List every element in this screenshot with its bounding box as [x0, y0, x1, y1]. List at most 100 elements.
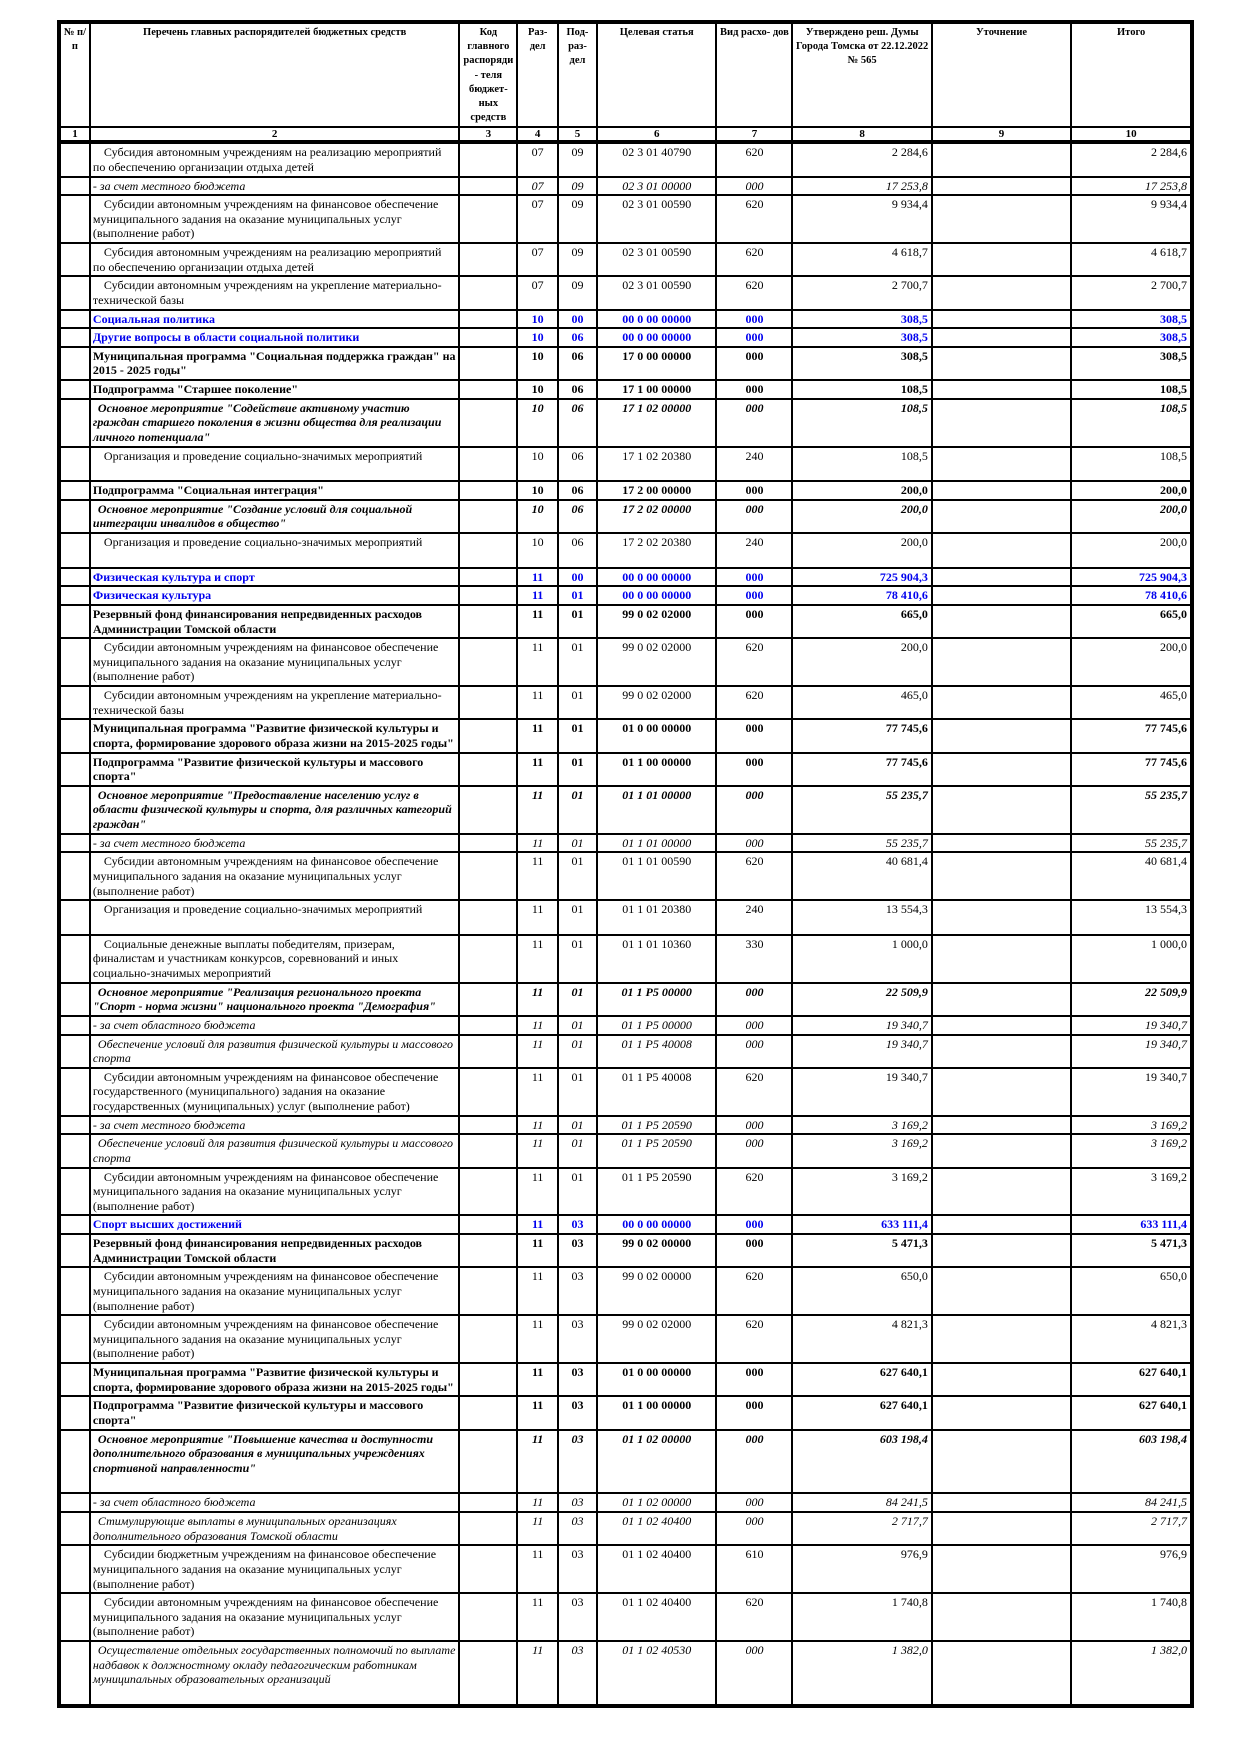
- cell-target-article: 00 0 00 00000: [595, 1214, 718, 1236]
- cell-clarification: [930, 933, 1073, 984]
- cell-code: [458, 242, 519, 278]
- cell-expense-type: 000: [715, 1640, 794, 1707]
- cell-approved-amount: 2 284,6: [791, 141, 933, 178]
- table-row: Подпрограмма "Развитие физической культу…: [58, 1395, 1193, 1431]
- cell-code: [458, 899, 519, 936]
- cell-num: [58, 1233, 91, 1269]
- cell-expense-type: 240: [715, 899, 794, 936]
- cell-total-amount: 725 904,3: [1070, 566, 1193, 588]
- table-row: Основное мероприятие "Предоставление нас…: [58, 784, 1193, 835]
- cell-podrazdel: 09: [557, 175, 598, 197]
- cell-total-amount: 2 700,7: [1070, 275, 1193, 311]
- cell-expense-type: 000: [715, 1362, 794, 1398]
- cell-code: [458, 498, 519, 535]
- cell-num: [58, 1314, 91, 1365]
- cell-num: [58, 498, 91, 535]
- col-number: 8: [791, 126, 933, 145]
- cell-clarification: [930, 784, 1073, 835]
- cell-code: [458, 345, 519, 382]
- cell-approved-amount: 13 554,3: [791, 899, 933, 936]
- table-row: Субсидии автономным учреждениям на укреп…: [58, 685, 1193, 721]
- cell-target-article: 01 1 02 00000: [595, 1492, 718, 1514]
- cell-code: [458, 445, 519, 483]
- cell-approved-amount: 3 169,2: [791, 1166, 933, 1217]
- cell-expense-type: 620: [715, 275, 794, 311]
- cell-razdel: 11: [516, 1066, 560, 1117]
- col-header-target-article: Целевая статья: [595, 20, 718, 129]
- cell-code: [458, 1492, 519, 1514]
- cell-approved-amount: 55 235,7: [791, 832, 933, 854]
- cell-code: [458, 566, 519, 588]
- cell-code: [458, 141, 519, 178]
- cell-name: Субсидии автономным учреждениям на финан…: [88, 1266, 461, 1317]
- cell-name: Подпрограмма "Развитие физической культу…: [88, 1395, 461, 1431]
- cell-podrazdel: 01: [557, 1114, 598, 1136]
- cell-name: Осуществление отдельных государственных …: [88, 1640, 461, 1707]
- cell-razdel: 07: [516, 141, 560, 178]
- cell-expense-type: 000: [715, 327, 794, 348]
- cell-num: [58, 1266, 91, 1317]
- col-header-total: Итого: [1070, 20, 1193, 129]
- cell-approved-amount: 55 235,7: [791, 784, 933, 835]
- cell-num: [58, 1214, 91, 1236]
- cell-approved-amount: 3 169,2: [791, 1133, 933, 1169]
- cell-clarification: [930, 1266, 1073, 1317]
- cell-podrazdel: 06: [557, 498, 598, 535]
- cell-num: [58, 1544, 91, 1595]
- cell-code: [458, 379, 519, 400]
- cell-code: [458, 1640, 519, 1707]
- cell-podrazdel: 01: [557, 685, 598, 721]
- cell-podrazdel: 01: [557, 751, 598, 787]
- col-number: 2: [88, 126, 461, 145]
- col-header-podrazdel: Под- раз- дел: [557, 20, 598, 129]
- cell-expense-type: 620: [715, 851, 794, 902]
- cell-total-amount: 200,0: [1070, 637, 1193, 688]
- cell-clarification: [930, 685, 1073, 721]
- cell-code: [458, 603, 519, 640]
- cell-code: [458, 1266, 519, 1317]
- cell-podrazdel: 01: [557, 585, 598, 606]
- cell-target-article: 00 0 00 00000: [595, 308, 718, 330]
- cell-approved-amount: 19 340,7: [791, 1014, 933, 1036]
- cell-approved-amount: 1 000,0: [791, 933, 933, 984]
- cell-expense-type: 000: [715, 566, 794, 588]
- cell-name: - за счет местного бюджета: [88, 1114, 461, 1136]
- cell-approved-amount: 1 382,0: [791, 1640, 933, 1707]
- cell-total-amount: 603 198,4: [1070, 1428, 1193, 1495]
- cell-razdel: 10: [516, 308, 560, 330]
- cell-razdel: 10: [516, 498, 560, 535]
- cell-num: [58, 685, 91, 721]
- cell-target-article: 01 1 P5 20590: [595, 1133, 718, 1169]
- cell-razdel: 11: [516, 751, 560, 787]
- cell-podrazdel: 03: [557, 1233, 598, 1269]
- cell-name: Резервный фонд финансирования непредвиде…: [88, 1233, 461, 1269]
- cell-code: [458, 194, 519, 245]
- cell-target-article: 01 1 01 20380: [595, 899, 718, 936]
- cell-target-article: 01 1 02 40400: [595, 1544, 718, 1595]
- cell-num: [58, 1395, 91, 1431]
- table-row: Муниципальная программа "Развитие физиче…: [58, 718, 1193, 754]
- cell-num: [58, 379, 91, 400]
- cell-clarification: [930, 851, 1073, 902]
- cell-name: Подпрограмма "Старшее поколение": [88, 379, 461, 400]
- table-row: Муниципальная программа "Развитие физиче…: [58, 1362, 1193, 1398]
- cell-approved-amount: 40 681,4: [791, 851, 933, 902]
- cell-razdel: 11: [516, 1266, 560, 1317]
- cell-expense-type: 620: [715, 242, 794, 278]
- cell-clarification: [930, 1428, 1073, 1495]
- cell-expense-type: 620: [715, 1592, 794, 1643]
- cell-name: Субсидии автономным учреждениям на финан…: [88, 1592, 461, 1643]
- cell-num: [58, 275, 91, 311]
- cell-target-article: 99 0 02 02000: [595, 637, 718, 688]
- cell-name: - за счет местного бюджета: [88, 832, 461, 854]
- table-row: - за счет местного бюджета 07 09 02 3 01 00…: [58, 175, 1193, 197]
- cell-num: [58, 585, 91, 606]
- cell-name: Основное мероприятие "Предоставление нас…: [88, 784, 461, 835]
- cell-approved-amount: 9 934,4: [791, 194, 933, 245]
- cell-approved-amount: 108,5: [791, 397, 933, 448]
- cell-code: [458, 832, 519, 854]
- cell-num: [58, 1066, 91, 1117]
- cell-clarification: [930, 1214, 1073, 1236]
- cell-num: [58, 1492, 91, 1514]
- cell-target-article: 01 1 P5 40008: [595, 1066, 718, 1117]
